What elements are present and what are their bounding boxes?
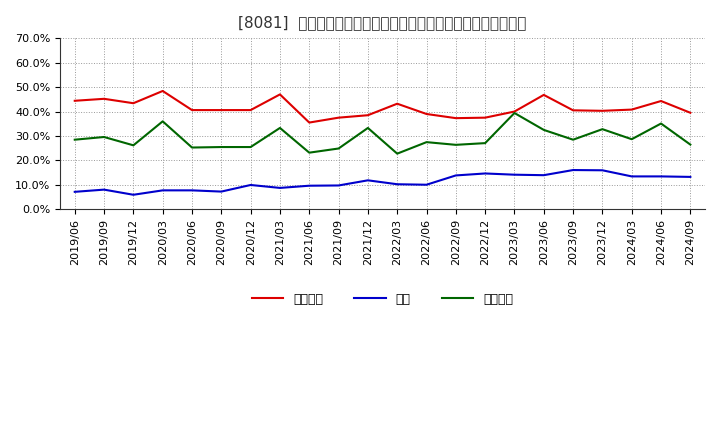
売上債権 — [510, 109, 519, 114]
売上債権 — [334, 115, 343, 120]
売上債権 — [481, 115, 490, 120]
在庫 — [539, 172, 548, 178]
在庫 — [481, 171, 490, 176]
買入債務 — [539, 127, 548, 132]
在庫 — [627, 174, 636, 179]
買入債務 — [686, 142, 695, 147]
買入債務 — [657, 121, 665, 126]
買入債務 — [510, 110, 519, 116]
Line: 売上債権: 売上債権 — [75, 91, 690, 123]
売上債権 — [188, 107, 197, 113]
買入債務 — [598, 127, 607, 132]
売上債権 — [539, 92, 548, 98]
買入債務 — [451, 142, 460, 147]
買入債務 — [481, 140, 490, 146]
売上債権 — [422, 111, 431, 117]
在庫 — [71, 189, 79, 194]
売上債権 — [158, 88, 167, 94]
売上債権 — [276, 92, 284, 97]
在庫 — [451, 173, 460, 178]
在庫 — [364, 178, 372, 183]
Line: 買入債務: 買入債務 — [75, 113, 690, 154]
在庫 — [217, 189, 225, 194]
売上債権 — [71, 98, 79, 103]
売上債権 — [217, 107, 225, 113]
在庫 — [422, 182, 431, 187]
在庫 — [569, 167, 577, 172]
買入債務 — [627, 136, 636, 142]
在庫 — [276, 185, 284, 191]
売上債権 — [100, 96, 109, 102]
買入債務 — [276, 125, 284, 131]
買入債務 — [422, 139, 431, 145]
在庫 — [334, 183, 343, 188]
売上債権 — [598, 108, 607, 114]
買入債務 — [364, 125, 372, 131]
在庫 — [188, 188, 197, 193]
Title: [8081]  売上債権、在庫、買入債務の総資産に対する比率の推移: [8081] 売上債権、在庫、買入債務の総資産に対する比率の推移 — [238, 15, 527, 30]
買入債務 — [217, 144, 225, 150]
売上債権 — [305, 120, 314, 125]
在庫 — [305, 183, 314, 188]
買入債務 — [246, 144, 255, 150]
売上債権 — [657, 99, 665, 104]
買入債務 — [569, 137, 577, 142]
売上債権 — [569, 108, 577, 113]
Line: 在庫: 在庫 — [75, 170, 690, 195]
在庫 — [158, 188, 167, 193]
売上債権 — [393, 101, 402, 106]
在庫 — [246, 182, 255, 187]
在庫 — [100, 187, 109, 192]
買入債務 — [129, 143, 138, 148]
在庫 — [598, 168, 607, 173]
在庫 — [686, 174, 695, 180]
在庫 — [510, 172, 519, 177]
在庫 — [657, 174, 665, 179]
売上債権 — [364, 113, 372, 118]
買入債務 — [158, 119, 167, 124]
買入債務 — [71, 137, 79, 142]
買入債務 — [305, 150, 314, 155]
買入債務 — [188, 145, 197, 150]
売上債権 — [451, 116, 460, 121]
在庫 — [129, 192, 138, 198]
買入債務 — [100, 134, 109, 139]
売上債権 — [129, 101, 138, 106]
売上債権 — [246, 107, 255, 113]
売上債権 — [686, 110, 695, 115]
売上債権 — [627, 107, 636, 112]
Legend: 売上債権, 在庫, 買入債務: 売上債権, 在庫, 買入債務 — [247, 288, 518, 311]
買入債務 — [393, 151, 402, 156]
在庫 — [393, 182, 402, 187]
買入債務 — [334, 146, 343, 151]
